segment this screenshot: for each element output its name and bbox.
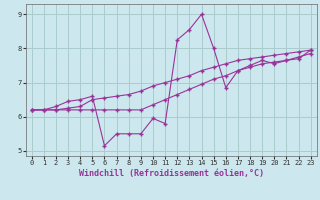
X-axis label: Windchill (Refroidissement éolien,°C): Windchill (Refroidissement éolien,°C) [79, 169, 264, 178]
